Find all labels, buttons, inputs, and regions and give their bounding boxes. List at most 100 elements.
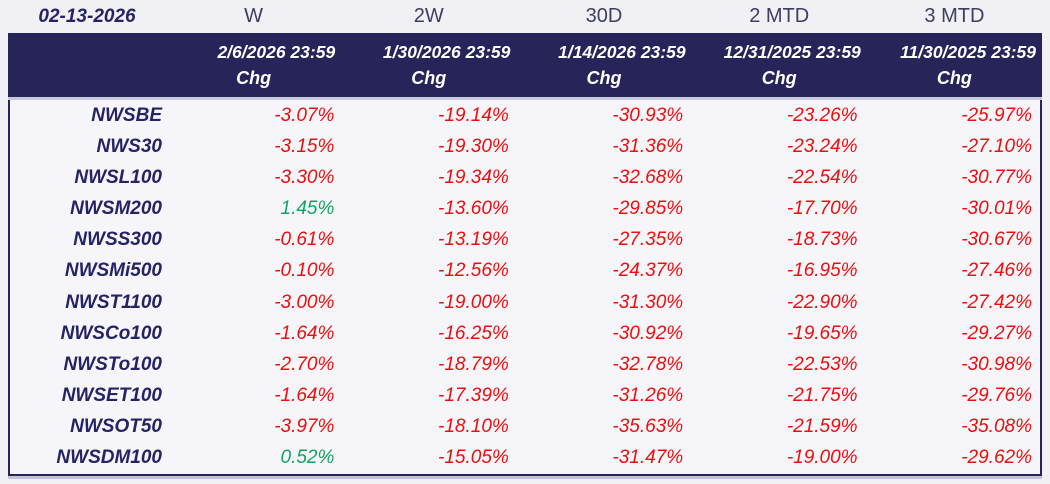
change-value: -29.27% <box>961 322 1032 344</box>
metric-label-5: Chg <box>936 67 972 88</box>
index-name: NWSL100 <box>74 166 162 188</box>
index-name: NWS30 <box>96 135 162 157</box>
change-value: -35.08% <box>961 416 1032 438</box>
period-label-1: W <box>244 5 264 27</box>
change-value: -16.25% <box>438 322 509 344</box>
as-of-date-2: 1/30/2026 23:59 <box>382 41 511 62</box>
table-row: NWSL100 -3.30% -19.34% -32.68% -22.54% -30.77… <box>10 162 1040 193</box>
table-row: NWSS300 -0.61% -13.19% -27.35% -18.73% -30.67… <box>10 225 1040 256</box>
change-value: -19.00% <box>786 447 858 469</box>
change-value: -35.63% <box>612 416 684 438</box>
period-label-3: 30D <box>585 5 623 27</box>
change-value: -27.42% <box>961 291 1032 313</box>
index-name: NWSMi500 <box>64 260 162 282</box>
change-value: 1.45% <box>280 198 335 220</box>
metric-label-row: Chg Chg Chg Chg Chg <box>8 63 1042 89</box>
table-row: NWST1100 -3.00% -19.00% -31.30% -22.90% -27.4… <box>10 287 1040 318</box>
table-row: NWSM200 1.45% -13.60% -29.85% -17.70% -30.01% <box>10 193 1040 224</box>
change-value: -0.61% <box>274 229 335 251</box>
change-value: -19.14% <box>438 104 509 126</box>
change-value: -30.67% <box>961 229 1032 251</box>
change-value: -18.79% <box>438 353 509 375</box>
change-value: -16.95% <box>786 260 858 282</box>
table-row: NWSOT50 -3.97% -18.10% -35.63% -21.59% -35.08… <box>10 412 1040 443</box>
metric-label-3: Chg <box>586 67 622 88</box>
change-value: -3.15% <box>274 135 335 157</box>
table-row: NWSET100 -1.64% -17.39% -31.26% -21.75% -29.7… <box>10 380 1040 411</box>
change-value: -19.34% <box>438 166 509 188</box>
change-value: -32.78% <box>612 353 684 375</box>
table-row: NWSCo100 -1.64% -16.25% -30.92% -19.65% -29.2… <box>10 318 1040 349</box>
change-value: -30.92% <box>612 322 684 344</box>
change-value: -17.70% <box>786 198 858 220</box>
change-value: -23.24% <box>786 135 858 157</box>
change-value: -15.05% <box>438 447 509 469</box>
change-value: -30.77% <box>961 166 1032 188</box>
change-value: -30.01% <box>961 198 1032 220</box>
table-header-band: 2/6/2026 23:59 1/30/2026 23:59 1/14/2026 2… <box>8 33 1042 100</box>
period-label-2: 2W <box>413 5 444 27</box>
period-label-5: 3 MTD <box>924 5 985 27</box>
metric-label-2: Chg <box>411 67 447 88</box>
change-value: -19.30% <box>438 135 509 157</box>
change-value: -31.26% <box>612 385 684 407</box>
change-value: -25.97% <box>961 104 1032 126</box>
change-value: -19.00% <box>438 291 509 313</box>
change-value: 0.52% <box>280 447 335 469</box>
change-value: -32.68% <box>612 166 684 188</box>
table-row: NWSTo100 -2.70% -18.79% -32.78% -22.53% -30.9… <box>10 349 1040 380</box>
table-row: NWSBE -3.07% -19.14% -30.93% -23.26% -25.97% <box>10 100 1040 131</box>
change-value: -31.36% <box>612 135 684 157</box>
as-of-date-3: 1/14/2026 23:59 <box>558 41 686 62</box>
change-value: -29.76% <box>961 385 1032 407</box>
change-value: -29.85% <box>612 198 684 220</box>
index-name: NWSDM100 <box>56 447 162 469</box>
change-value: -24.37% <box>612 260 684 282</box>
change-value: -18.73% <box>786 229 858 251</box>
metric-label-4: Chg <box>761 67 797 88</box>
index-name: NWSBE <box>91 104 162 126</box>
change-value: -22.54% <box>786 166 858 188</box>
index-name: NWSET100 <box>61 385 162 407</box>
change-value: -30.98% <box>961 353 1032 375</box>
table-row: NWSDM100 0.52% -15.05% -31.47% -19.00% -29.62… <box>10 443 1040 474</box>
change-value: -3.00% <box>274 291 335 313</box>
period-header-row: 02-13-2026 W 2W 30D 2 MTD 3 MTD <box>8 0 1042 33</box>
change-value: -27.35% <box>612 229 684 251</box>
table-row: NWS30 -3.15% -19.30% -31.36% -23.24% -27.10% <box>10 131 1040 162</box>
change-value: -3.30% <box>274 166 335 188</box>
change-value: -19.65% <box>786 322 858 344</box>
metric-label-1: Chg <box>236 67 272 88</box>
index-name: NWSOT50 <box>70 416 162 438</box>
index-name: NWSTo100 <box>63 353 162 375</box>
change-value: -12.56% <box>438 260 509 282</box>
change-value: -22.53% <box>786 353 858 375</box>
period-label-4: 2 MTD <box>749 5 810 27</box>
change-value: -31.30% <box>612 291 684 313</box>
change-value: -27.46% <box>961 260 1032 282</box>
change-value: -13.19% <box>438 229 509 251</box>
change-value: -21.59% <box>786 416 858 438</box>
change-value: -18.10% <box>438 416 509 438</box>
index-name: NWSCo100 <box>60 322 162 344</box>
as-of-date-row: 2/6/2026 23:59 1/30/2026 23:59 1/14/2026 2… <box>8 42 1042 63</box>
as-of-date-1: 2/6/2026 23:59 <box>217 41 336 62</box>
index-name: NWSS300 <box>73 229 162 251</box>
change-value: -30.93% <box>612 104 684 126</box>
change-value: -31.47% <box>612 447 684 469</box>
as-of-date-4: 12/31/2025 23:59 <box>723 41 861 62</box>
change-value: -22.90% <box>786 291 858 313</box>
change-value: -2.70% <box>274 353 335 375</box>
change-value: -1.64% <box>274 322 335 344</box>
change-value: -27.10% <box>961 135 1032 157</box>
as-of-date-5: 11/30/2025 23:59 <box>900 41 1036 62</box>
index-name: NWSM200 <box>70 198 162 220</box>
change-value: -3.97% <box>274 416 335 438</box>
change-value: -29.62% <box>961 447 1032 469</box>
change-value: -1.64% <box>274 385 335 407</box>
index-name: NWST1100 <box>65 291 162 313</box>
index-change-table: NWSBE -3.07% -19.14% -30.93% -23.26% -25.97% N… <box>8 100 1042 476</box>
table-row: NWSMi500 -0.10% -12.56% -24.37% -16.95% -27.4… <box>10 256 1040 287</box>
change-value: -23.26% <box>786 104 858 126</box>
